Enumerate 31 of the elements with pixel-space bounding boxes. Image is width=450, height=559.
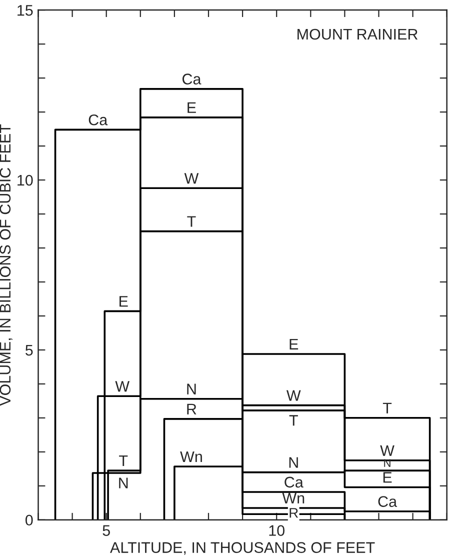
annotation: N: [384, 459, 390, 467]
annotation: E: [188, 102, 196, 113]
annotation: W: [184, 173, 199, 184]
annotation: N: [187, 384, 196, 394]
y-tick-label: 10: [18, 174, 33, 186]
annotation: R: [187, 404, 196, 414]
y-tick-label: 15: [18, 5, 33, 16]
annotation: N: [119, 478, 128, 488]
annotation: N: [289, 457, 298, 468]
annotation: Wn: [180, 451, 202, 462]
annotation: E: [383, 472, 392, 483]
annotation: Ca: [182, 74, 202, 85]
annotation: T: [187, 216, 196, 227]
annotation: R: [290, 508, 298, 518]
annotation: W: [380, 445, 394, 456]
text: MOUNT RAINIER: [298, 28, 418, 40]
annotation: Ca: [378, 496, 398, 507]
y-tick-label: 5: [26, 344, 33, 356]
annotation: Wn: [282, 492, 304, 504]
annotation: W: [286, 390, 301, 401]
y-axis-title: VOLUME, IN BILLIONS OF CUBIC FEET: [0, 124, 12, 406]
y-tick-label: 0: [25, 514, 33, 526]
annotation: E: [120, 296, 128, 307]
annotation: Ca: [88, 114, 108, 126]
annotation: T: [289, 415, 298, 426]
annotation: W: [115, 381, 130, 392]
annotation: T: [382, 402, 392, 414]
annotation: T: [119, 456, 128, 466]
annotation: Ca: [284, 476, 304, 488]
x-axis-title: ALTITUDE, IN THOUSANDS OF FEET: [110, 542, 375, 555]
annotation: E: [290, 338, 298, 350]
